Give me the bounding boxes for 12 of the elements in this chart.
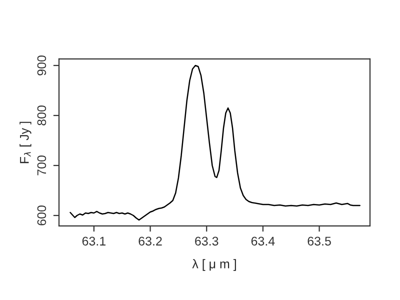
x-tick-label: 63.4 [251,236,275,246]
x-tick-label: 63.2 [138,236,162,246]
x-axis-title: λ [ μ m ] [192,259,236,271]
y-tick-label: 700 [37,156,46,176]
x-tick-label: 63.1 [82,236,106,246]
y-axis-title: F$_{λ}$ [ Jy ] [20,122,32,164]
y-tick-label: 600 [37,206,46,226]
line-series [70,64,360,221]
y-tick-label: 800 [37,106,46,126]
y-tick-label: 900 [37,56,46,76]
x-tick-label: 63.5 [308,236,331,246]
x-tick-label: 63.3 [195,236,218,246]
